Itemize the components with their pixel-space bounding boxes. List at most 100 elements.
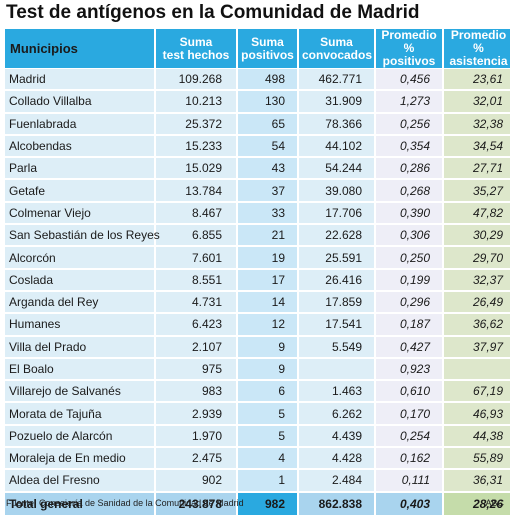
cell-pct-positivos: 0,256 (376, 113, 442, 135)
cell-municipio: Collado Villalba (5, 91, 154, 113)
cell-positivos: 498 (238, 69, 297, 91)
cell-test-hechos: 975 (156, 358, 236, 381)
table-row: Madrid 109.268 498 462.771 0,456 23,61 (5, 69, 510, 91)
cell-municipio: Getafe (5, 180, 154, 202)
data-table: Municipios Suma test hechos Suma positivos… (3, 28, 510, 517)
cell-municipio: Humanes (5, 314, 154, 336)
cell-pct-positivos: 0,427 (376, 336, 442, 358)
cell-test-hechos: 109.268 (156, 69, 236, 91)
source-note: Fuente: Consejería de Sanidad de la Comu… (6, 498, 244, 508)
cell-pct-asistencia: 67,19 (444, 381, 510, 403)
header-row: Municipios Suma test hechos Suma positivos… (5, 29, 510, 68)
cell-pct-positivos: 0,923 (376, 358, 442, 381)
cell-municipio: Madrid (5, 69, 154, 91)
cell-pct-positivos: 0,268 (376, 180, 442, 202)
cell-pct-asistencia: 32,38 (444, 113, 510, 135)
cell-pct-positivos: 0,286 (376, 158, 442, 180)
cell-convocados: 39.080 (299, 180, 374, 202)
cell-positivos: 4 (238, 448, 297, 470)
cell-test-hechos: 7.601 (156, 247, 236, 269)
total-convocados: 862.838 (299, 492, 374, 516)
cell-test-hechos: 8.467 (156, 202, 236, 225)
cell-municipio: Moraleja de En medio (5, 448, 154, 470)
cell-convocados: 78.366 (299, 113, 374, 135)
chart-title: Test de antígenos en la Comunidad de Mad… (6, 2, 420, 23)
cell-municipio: Morata de Tajuña (5, 403, 154, 425)
cell-positivos: 19 (238, 247, 297, 269)
cell-pct-positivos: 0,296 (376, 291, 442, 314)
cell-convocados: 54.244 (299, 158, 374, 180)
cell-municipio: Alcorcón (5, 247, 154, 269)
cell-positivos: 65 (238, 113, 297, 135)
cell-pct-positivos: 1,273 (376, 91, 442, 113)
header-pct-positivos: Promedio% positivos (376, 29, 442, 68)
table-row: Arganda del Rey 4.731 14 17.859 0,296 26,49 (5, 291, 510, 314)
cell-positivos: 9 (238, 336, 297, 358)
cell-pct-asistencia: 32,01 (444, 91, 510, 113)
cell-test-hechos: 902 (156, 470, 236, 492)
cell-convocados: 25.591 (299, 247, 374, 269)
table-row: Moraleja de En medio 2.475 4 4.428 0,162 55,8… (5, 448, 510, 470)
cell-municipio: Parla (5, 158, 154, 180)
table-row: Villa del Prado 2.107 9 5.549 0,427 37,97 (5, 336, 510, 358)
cell-positivos: 9 (238, 358, 297, 381)
cell-convocados: 22.628 (299, 225, 374, 247)
cell-convocados: 5.549 (299, 336, 374, 358)
cell-pct-asistencia: 44,38 (444, 425, 510, 448)
cell-pct-asistencia: 29,70 (444, 247, 510, 269)
cell-municipio: Villa del Prado (5, 336, 154, 358)
table-row: Pozuelo de Alarcón 1.970 5 4.439 0,254 44,38 (5, 425, 510, 448)
cell-pct-positivos: 0,254 (376, 425, 442, 448)
cell-pct-asistencia: 30,29 (444, 225, 510, 247)
cell-positivos: 6 (238, 381, 297, 403)
header-test-hechos: Suma test hechos (156, 29, 236, 68)
cell-pct-asistencia: 46,93 (444, 403, 510, 425)
cell-pct-positivos: 0,162 (376, 448, 442, 470)
cell-municipio: Fuenlabrada (5, 113, 154, 135)
cell-pct-asistencia: 34,54 (444, 135, 510, 158)
table-row: Collado Villalba 10.213 130 31.909 1,273 32,0… (5, 91, 510, 113)
cell-test-hechos: 4.731 (156, 291, 236, 314)
table-row: El Boalo 975 9 0,923 (5, 358, 510, 381)
cell-positivos: 5 (238, 403, 297, 425)
cell-test-hechos: 983 (156, 381, 236, 403)
cell-pct-positivos: 0,111 (376, 470, 442, 492)
cell-test-hechos: 2.939 (156, 403, 236, 425)
total-positivos: 982 (238, 492, 297, 516)
brand-label: ABC (485, 498, 504, 508)
header-municipios: Municipios (5, 29, 154, 68)
total-pct-positivos: 0,403 (376, 492, 442, 516)
cell-pct-asistencia: 23,61 (444, 69, 510, 91)
cell-test-hechos: 6.855 (156, 225, 236, 247)
cell-municipio: Coslada (5, 269, 154, 291)
cell-positivos: 14 (238, 291, 297, 314)
cell-pct-positivos: 0,390 (376, 202, 442, 225)
cell-convocados: 6.262 (299, 403, 374, 425)
table-body: Madrid 109.268 498 462.771 0,456 23,61 Collado… (5, 69, 510, 492)
cell-pct-positivos: 0,250 (376, 247, 442, 269)
cell-pct-asistencia: 35,27 (444, 180, 510, 202)
cell-pct-asistencia: 36,62 (444, 314, 510, 336)
cell-pct-positivos: 0,199 (376, 269, 442, 291)
cell-convocados: 17.706 (299, 202, 374, 225)
cell-convocados: 44.102 (299, 135, 374, 158)
cell-test-hechos: 15.233 (156, 135, 236, 158)
cell-municipio: Arganda del Rey (5, 291, 154, 314)
cell-test-hechos: 25.372 (156, 113, 236, 135)
cell-pct-positivos: 0,170 (376, 403, 442, 425)
cell-pct-asistencia: 27,71 (444, 158, 510, 180)
cell-positivos: 12 (238, 314, 297, 336)
header-pct-asistencia: Promedio% asistencia (444, 29, 510, 68)
header-convocados: Suma convocados (299, 29, 374, 68)
cell-municipio: El Boalo (5, 358, 154, 381)
cell-positivos: 5 (238, 425, 297, 448)
table-row: Villarejo de Salvanés 983 6 1.463 0,610 67,19 (5, 381, 510, 403)
cell-convocados: 2.484 (299, 470, 374, 492)
cell-positivos: 54 (238, 135, 297, 158)
cell-test-hechos: 2.107 (156, 336, 236, 358)
cell-convocados: 31.909 (299, 91, 374, 113)
cell-test-hechos: 15.029 (156, 158, 236, 180)
cell-pct-asistencia: 47,82 (444, 202, 510, 225)
cell-pct-positivos: 0,306 (376, 225, 442, 247)
cell-positivos: 43 (238, 158, 297, 180)
